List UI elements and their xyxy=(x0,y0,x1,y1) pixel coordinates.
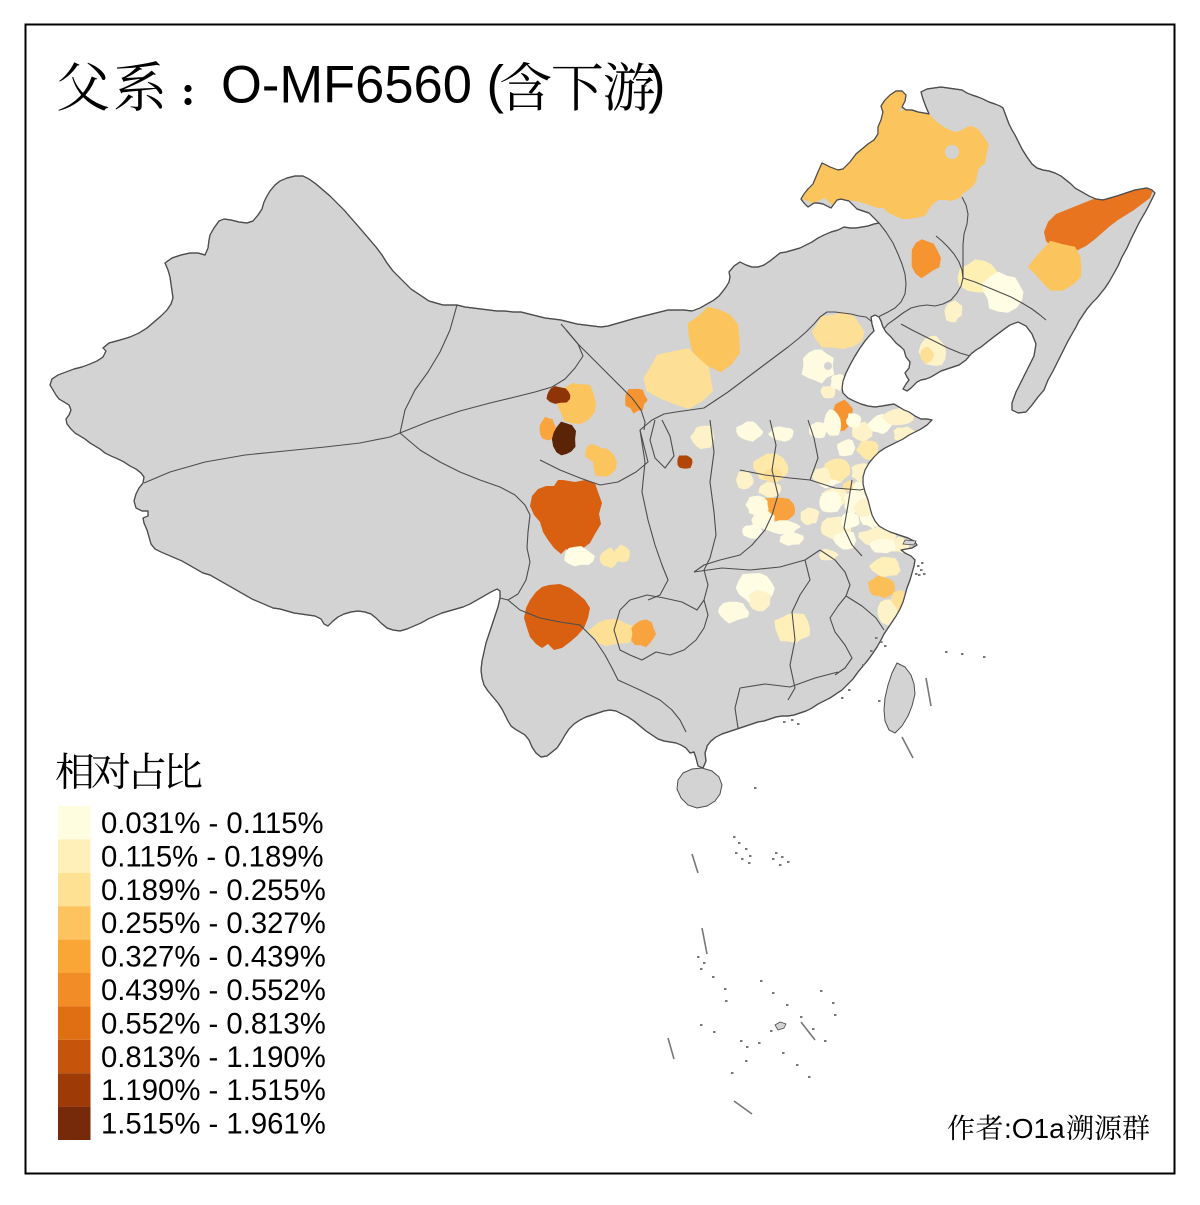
svg-text:): ) xyxy=(648,56,665,115)
svg-text:0.552% - 0.813%: 0.552% - 0.813% xyxy=(101,1007,326,1040)
svg-text:0.327% - 0.439%: 0.327% - 0.439% xyxy=(101,941,326,974)
svg-text:0.439% - 0.552%: 0.439% - 0.552% xyxy=(101,974,326,1007)
svg-text:0.031% - 0.115%: 0.031% - 0.115% xyxy=(101,807,324,840)
svg-text:0.255% - 0.327%: 0.255% - 0.327% xyxy=(101,907,326,940)
svg-text:1.190% - 1.515%: 1.190% - 1.515% xyxy=(101,1074,326,1107)
svg-text::O1a: :O1a xyxy=(1004,1113,1065,1144)
svg-text:O-MF6560 (: O-MF6560 ( xyxy=(221,56,504,115)
svg-text:0.189% - 0.255%: 0.189% - 0.255% xyxy=(101,874,326,907)
svg-text:1.515% - 1.961%: 1.515% - 1.961% xyxy=(101,1108,326,1141)
svg-text:0.115% - 0.189%: 0.115% - 0.189% xyxy=(101,840,324,873)
svg-text:0.813% - 1.190%: 0.813% - 1.190% xyxy=(101,1041,326,1074)
